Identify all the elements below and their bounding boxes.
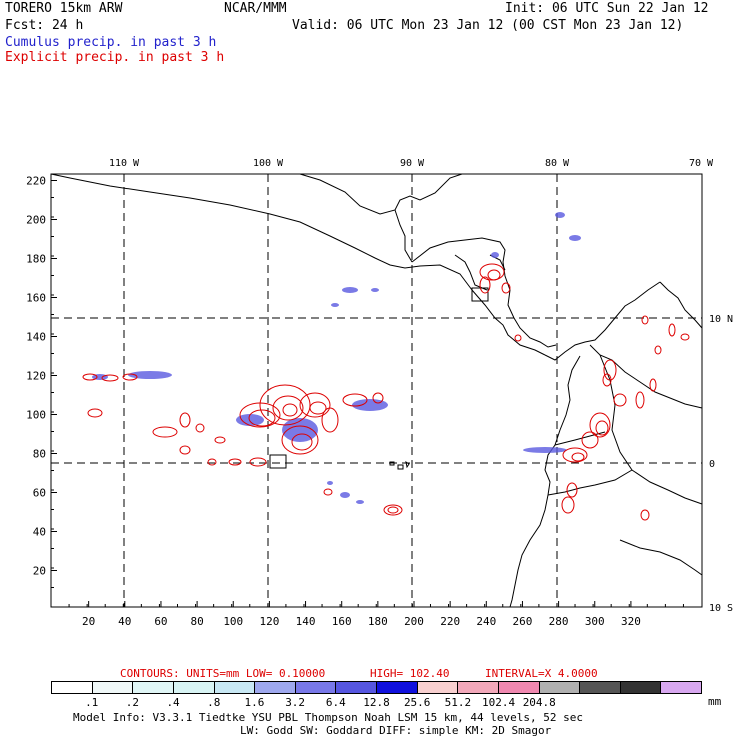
x-tick-label: 160: [332, 615, 352, 628]
legend-label: 12.8: [363, 696, 390, 709]
legend-swatch: [458, 682, 499, 693]
x-tick-label: 200: [404, 615, 424, 628]
y-tick-label: 40: [33, 526, 46, 539]
lat-label: 10 S: [709, 603, 733, 614]
x-axis-ticks: 20 40 60 80 100 120 140 160 180 200 220 240 260 280 30…: [68, 601, 684, 628]
legend-swatch: [539, 682, 581, 693]
legend-swatch: [214, 682, 256, 693]
lon-label: 100 W: [253, 158, 284, 169]
x-tick-label: 60: [154, 615, 167, 628]
precip-color-legend: [51, 681, 702, 694]
y-tick-label: 60: [33, 487, 46, 500]
y-tick-label: 120: [26, 370, 46, 383]
valid-time: Valid: 06 UTC Mon 23 Jan 12 (00 CST Mon …: [292, 18, 684, 33]
x-tick-label: 120: [259, 615, 279, 628]
graticule: [51, 174, 702, 607]
explicit-precip-contours: [82, 263, 690, 521]
x-tick-label: 100: [223, 615, 243, 628]
legend-swatch: [580, 682, 621, 693]
lon-label: 90 W: [400, 158, 425, 169]
x-tick-label: 320: [621, 615, 641, 628]
legend-label: 3.2: [285, 696, 306, 709]
legend-swatch: [255, 682, 296, 693]
y-tick-label: 220: [26, 175, 46, 188]
legend-label: 1.6: [244, 696, 265, 709]
y-tick-label: 80: [33, 448, 46, 461]
lon-label: 110 W: [109, 158, 140, 169]
map-frame: [50, 173, 703, 608]
legend-label: 25.6: [403, 696, 431, 709]
legend-label: .1: [85, 696, 99, 709]
model-info: Model Info: V3.3.1 Tiedtke YSU PBL Thomp…: [73, 711, 583, 724]
x-tick-label: 260: [513, 615, 533, 628]
legend-swatch: [377, 682, 418, 693]
legend-swatch: [92, 682, 134, 693]
legend-swatch: [52, 682, 93, 693]
y-tick-label: 20: [33, 565, 46, 578]
lat-label: 10 N: [709, 314, 733, 325]
contours-interval: INTERVAL=X 4.0000: [485, 667, 598, 680]
legend-label: 102.4: [482, 696, 516, 709]
longitude-labels: 110 W 100 W 90 W 80 W 70 W: [109, 158, 714, 169]
lon-label: 80 W: [545, 158, 570, 169]
legend-label: 204.8: [522, 696, 556, 709]
legend-swatch: [295, 682, 337, 693]
latitude-labels: 10 N 0 10 S: [709, 314, 733, 614]
y-axis-ticks: 20 40 60 80 100 120 140 160 180 200 220: [26, 175, 57, 588]
legend-label: .2: [125, 696, 139, 709]
x-tick-label: 300: [585, 615, 605, 628]
legend-label: .4: [166, 696, 180, 709]
forecast-hour: Fcst: 24 h: [5, 18, 84, 33]
x-tick-label: 40: [118, 615, 131, 628]
legend-label: 6.4: [325, 696, 346, 709]
y-tick-label: 200: [26, 214, 46, 227]
cumulus-precip-legend: Cumulus precip. in past 3 h: [5, 35, 217, 50]
x-tick-label: 180: [368, 615, 388, 628]
legend-swatch: [661, 682, 701, 693]
x-tick-label: 20: [82, 615, 95, 628]
legend-swatch: [173, 682, 215, 693]
y-tick-label: 160: [26, 292, 46, 305]
org-label: NCAR/MMM: [224, 1, 287, 16]
lon-label: 70 W: [689, 158, 714, 169]
contours-info: CONTOURS: UNITS=mm LOW= 0.10000: [120, 667, 326, 680]
legend-swatch: [336, 682, 377, 693]
init-time: Init: 06 UTC Sun 22 Jan 12: [505, 1, 709, 16]
model-title: TORERO 15km ARW: [5, 1, 123, 16]
model-physics: LW: Godd SW: Goddard DIFF: simple KM: 2D…: [240, 724, 552, 737]
legend-label: .8: [207, 696, 221, 709]
x-tick-label: 220: [440, 615, 460, 628]
lat-label: 0: [709, 459, 715, 470]
x-tick-label: 80: [190, 615, 203, 628]
precip-map: 110 W 100 W 90 W 80 W 70 W 10 N 0 10 S 2…: [26, 158, 733, 628]
contours-high: HIGH= 102.40: [370, 667, 450, 680]
legend-swatch: [498, 682, 540, 693]
y-tick-label: 140: [26, 331, 46, 344]
legend-swatch: [620, 682, 662, 693]
y-tick-label: 180: [26, 253, 46, 266]
explicit-precip-legend: Explicit precip. in past 3 h: [5, 50, 225, 65]
y-tick-label: 100: [26, 409, 46, 422]
x-tick-label: 280: [549, 615, 569, 628]
x-tick-label: 240: [476, 615, 496, 628]
legend-swatch: [417, 682, 459, 693]
x-tick-label: 140: [296, 615, 316, 628]
legend-label: 51.2: [444, 696, 472, 709]
legend-swatch: [133, 682, 174, 693]
legend-unit: mm: [708, 695, 722, 708]
